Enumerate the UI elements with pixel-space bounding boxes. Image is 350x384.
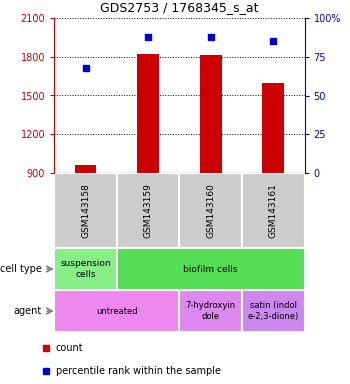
Bar bbox=[242, 290, 304, 332]
Text: count: count bbox=[56, 343, 84, 353]
Bar bbox=[117, 173, 179, 248]
Text: untreated: untreated bbox=[96, 306, 138, 316]
Bar bbox=[75, 165, 97, 173]
Text: agent: agent bbox=[14, 306, 42, 316]
Text: GSM143160: GSM143160 bbox=[206, 183, 215, 238]
Text: percentile rank within the sample: percentile rank within the sample bbox=[56, 366, 221, 376]
Bar bbox=[54, 290, 179, 332]
Point bbox=[145, 33, 151, 40]
Text: satin (indol
e-2,3-dione): satin (indol e-2,3-dione) bbox=[247, 301, 299, 321]
Bar bbox=[200, 55, 222, 173]
Bar bbox=[179, 173, 242, 248]
Point bbox=[83, 65, 88, 71]
Bar bbox=[179, 290, 242, 332]
Text: suspension
cells: suspension cells bbox=[60, 259, 111, 279]
Text: GSM143161: GSM143161 bbox=[269, 183, 278, 238]
Text: biofilm cells: biofilm cells bbox=[183, 265, 238, 273]
Text: cell type: cell type bbox=[0, 264, 42, 274]
Point bbox=[208, 33, 213, 40]
Text: GSM143159: GSM143159 bbox=[144, 183, 153, 238]
Bar bbox=[54, 173, 117, 248]
Text: GSM143158: GSM143158 bbox=[81, 183, 90, 238]
Point bbox=[271, 38, 276, 44]
Text: 7-hydroxyin
dole: 7-hydroxyin dole bbox=[186, 301, 236, 321]
Bar bbox=[242, 173, 304, 248]
Bar bbox=[117, 248, 304, 290]
Title: GDS2753 / 1768345_s_at: GDS2753 / 1768345_s_at bbox=[100, 1, 259, 14]
Bar bbox=[137, 54, 159, 173]
Bar bbox=[262, 83, 284, 173]
Bar bbox=[54, 248, 117, 290]
